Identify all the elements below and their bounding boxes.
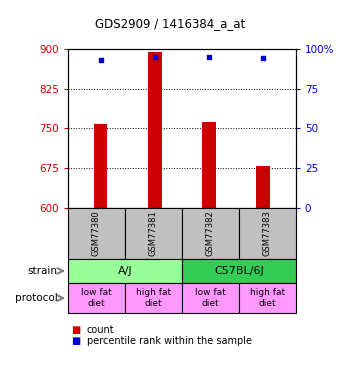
Text: GSM77382: GSM77382 xyxy=(206,211,215,256)
Text: GSM77381: GSM77381 xyxy=(149,211,158,256)
Bar xyxy=(256,166,270,208)
Bar xyxy=(239,208,296,259)
Bar xyxy=(94,124,107,208)
Bar xyxy=(68,283,125,313)
Text: GSM77380: GSM77380 xyxy=(92,211,101,256)
Point xyxy=(98,57,103,63)
Text: GDS2909 / 1416384_a_at: GDS2909 / 1416384_a_at xyxy=(95,17,245,30)
Bar xyxy=(182,208,239,259)
Text: count: count xyxy=(87,325,114,335)
Text: C57BL/6J: C57BL/6J xyxy=(214,266,264,276)
Text: low fat
diet: low fat diet xyxy=(81,288,112,308)
Point xyxy=(152,54,157,60)
Bar xyxy=(125,208,182,259)
Text: high fat
diet: high fat diet xyxy=(136,288,171,308)
Text: ■: ■ xyxy=(71,336,81,346)
Text: ■: ■ xyxy=(71,325,81,335)
Bar xyxy=(148,53,162,208)
Text: strain: strain xyxy=(28,266,58,276)
Text: high fat
diet: high fat diet xyxy=(250,288,285,308)
Bar xyxy=(68,259,182,283)
Bar xyxy=(182,283,239,313)
Bar xyxy=(239,283,296,313)
Bar xyxy=(182,259,296,283)
Text: protocol: protocol xyxy=(15,293,58,303)
Text: A/J: A/J xyxy=(118,266,132,276)
Text: percentile rank within the sample: percentile rank within the sample xyxy=(87,336,252,346)
Text: low fat
diet: low fat diet xyxy=(195,288,226,308)
Bar xyxy=(125,283,182,313)
Bar xyxy=(68,208,125,259)
Text: GSM77383: GSM77383 xyxy=(263,210,272,256)
Point xyxy=(206,54,212,60)
Point xyxy=(260,56,266,62)
Bar xyxy=(202,122,216,208)
